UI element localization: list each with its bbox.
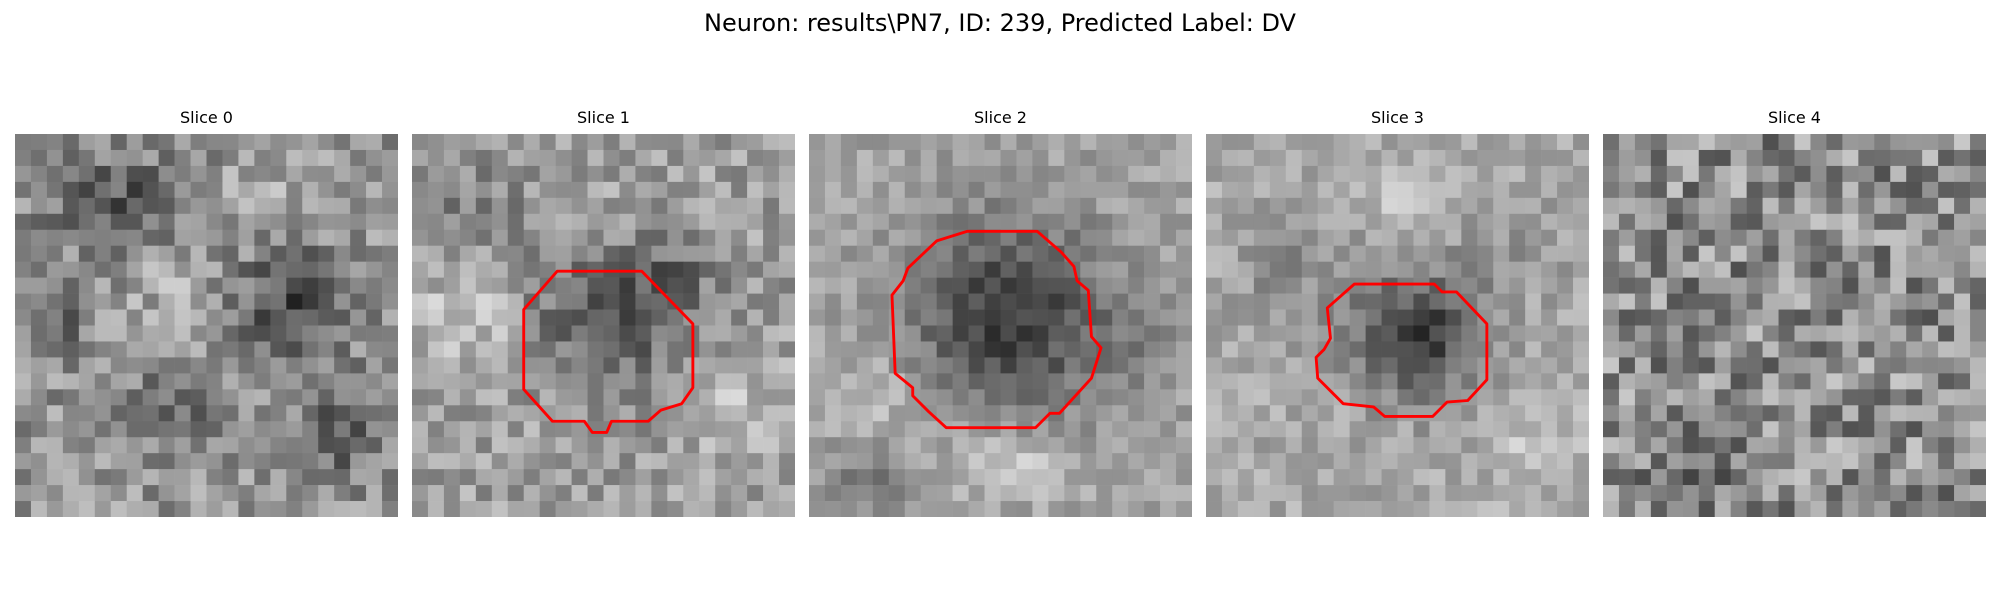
slice-image-0 bbox=[15, 134, 398, 517]
pixel-grid-3 bbox=[1206, 134, 1589, 517]
pixel-grid-0 bbox=[15, 134, 398, 517]
slice-title-3: Slice 3 bbox=[1206, 108, 1589, 128]
slice-image-3 bbox=[1206, 134, 1589, 517]
slice-title-2: Slice 2 bbox=[809, 108, 1192, 128]
slice-title-1: Slice 1 bbox=[412, 108, 795, 128]
slice-panel-4: Slice 4 bbox=[1603, 108, 1986, 517]
figure-title: Neuron: results\PN7, ID: 239, Predicted … bbox=[0, 8, 2000, 38]
slice-panel-0: Slice 0 bbox=[15, 108, 398, 517]
slice-image-4 bbox=[1603, 134, 1986, 517]
slice-panel-2: Slice 2 bbox=[809, 108, 1192, 517]
slice-image-1 bbox=[412, 134, 795, 517]
pixel-grid-1 bbox=[412, 134, 795, 517]
slice-title-4: Slice 4 bbox=[1603, 108, 1986, 128]
pixel-grid-2 bbox=[809, 134, 1192, 517]
slice-image-2 bbox=[809, 134, 1192, 517]
slice-title-0: Slice 0 bbox=[15, 108, 398, 128]
slice-panel-3: Slice 3 bbox=[1206, 108, 1589, 517]
pixel-grid-4 bbox=[1603, 134, 1986, 517]
slice-panel-1: Slice 1 bbox=[412, 108, 795, 517]
